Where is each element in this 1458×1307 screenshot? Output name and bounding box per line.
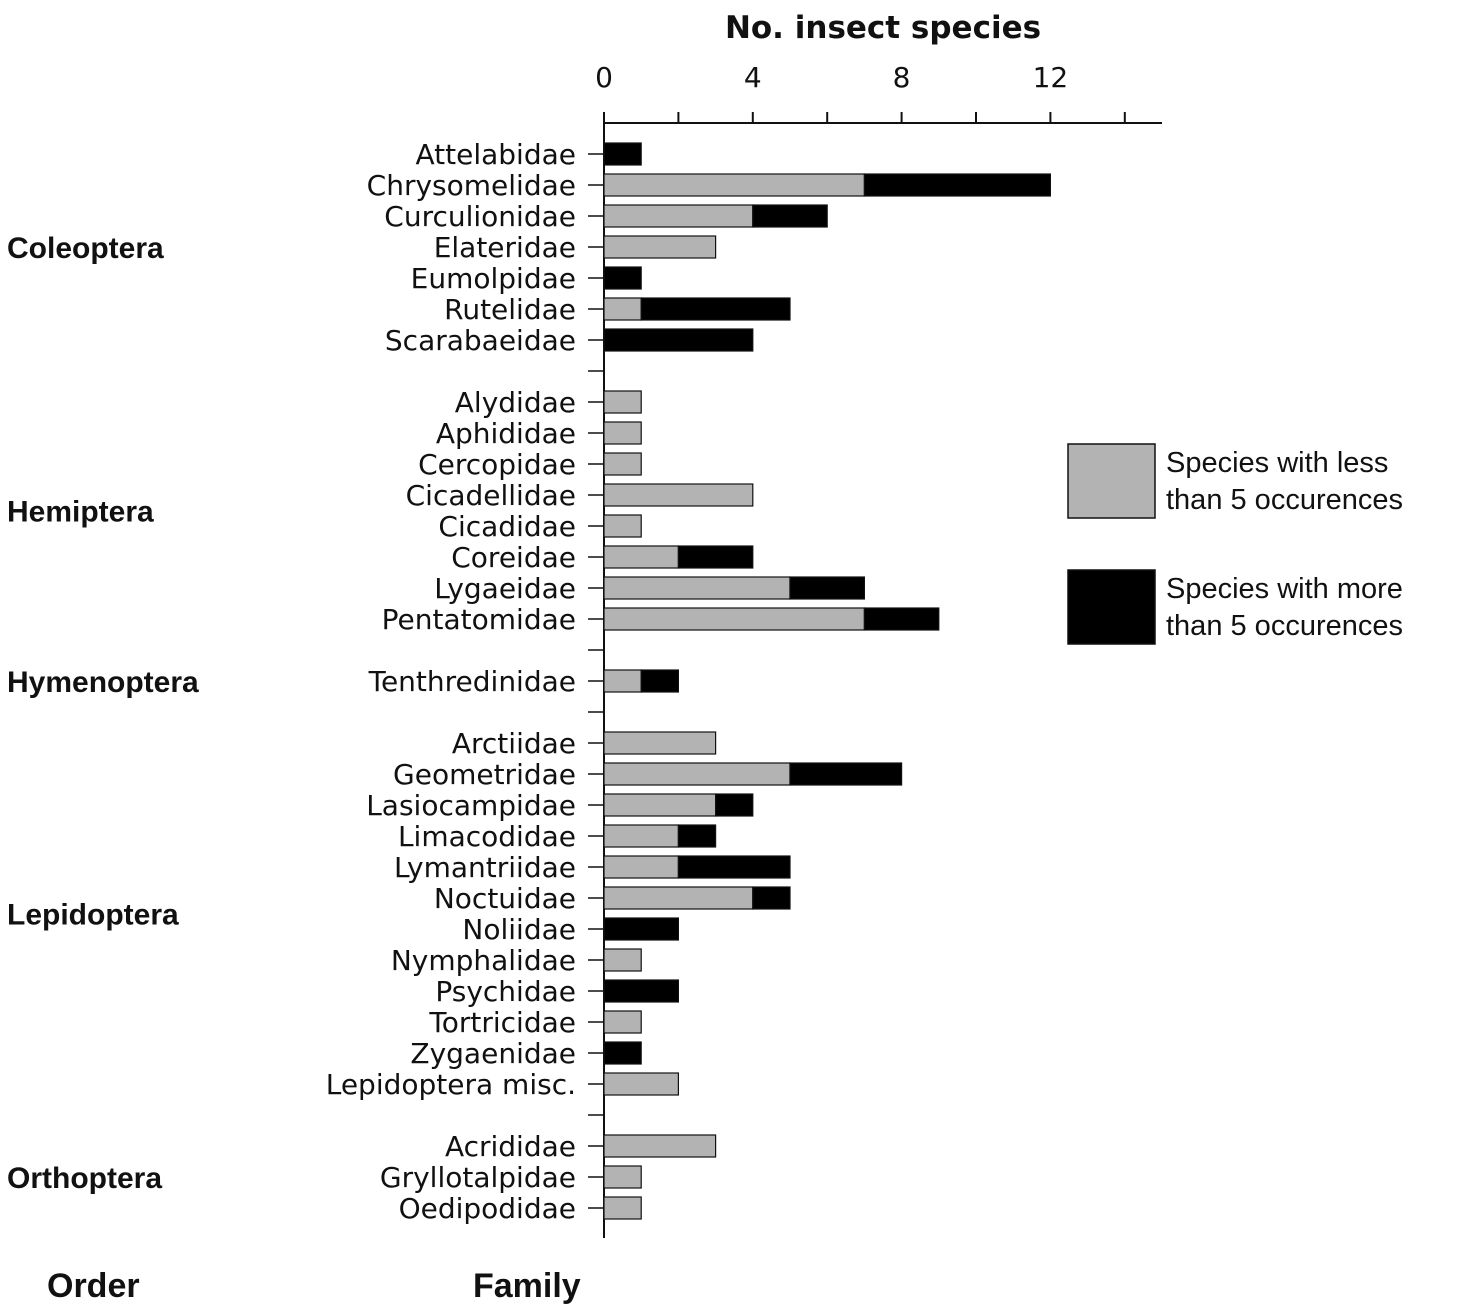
bars: [603, 142, 1052, 1220]
bar-less-occurrences: [603, 1165, 642, 1189]
family-label: Cicadidae: [438, 510, 576, 543]
bar-more-occurrences: [714, 793, 754, 817]
bar-less-occurrences: [603, 1134, 717, 1158]
bar-more-occurrences: [640, 297, 791, 321]
legend-more-label: Species with more: [1166, 573, 1403, 605]
family-label: Curculionidae: [384, 200, 576, 233]
order-column-label: Order: [47, 1267, 140, 1305]
bar-less-occurrences: [603, 483, 754, 507]
family-label: Chrysomelidae: [367, 169, 576, 202]
family-label: Nymphalidae: [391, 944, 576, 977]
family-label: Psychidae: [435, 975, 576, 1008]
bar-more-occurrences: [677, 545, 754, 569]
legend-less-swatch: [1067, 443, 1156, 519]
family-label: Noctuidae: [434, 882, 576, 915]
bar-less-occurrences: [603, 948, 642, 972]
family-label: Acrididae: [445, 1130, 576, 1163]
order-label: Lepidoptera: [7, 899, 179, 932]
x-tick-label: 8: [893, 61, 911, 94]
bar-more-occurrences: [603, 1041, 642, 1065]
bar-less-occurrences: [603, 824, 680, 848]
order-label: Coleoptera: [7, 232, 164, 265]
family-label: Coreidae: [451, 541, 576, 574]
bar-less-occurrences: [603, 204, 754, 228]
bar-more-occurrences: [752, 886, 791, 910]
x-tick-label: 12: [1033, 61, 1069, 94]
order-label: Orthoptera: [7, 1162, 162, 1195]
bar-less-occurrences: [603, 793, 717, 817]
bar-less-occurrences: [603, 855, 680, 879]
family-label: Cicadellidae: [406, 479, 576, 512]
family-label: Gryllotalpidae: [380, 1161, 576, 1194]
x-tick-label: 4: [744, 61, 762, 94]
family-label: Rutelidae: [444, 293, 576, 326]
bar-less-occurrences: [603, 514, 642, 538]
bar-less-occurrences: [603, 1010, 642, 1034]
bar-less-occurrences: [603, 545, 680, 569]
bar-more-occurrences: [603, 266, 642, 290]
family-label: Alydidae: [455, 386, 576, 419]
bar-less-occurrences: [603, 173, 865, 197]
bar-more-occurrences: [640, 669, 680, 693]
legend: Species with less than 5 occurences Specie…: [1067, 443, 1403, 645]
bar-less-occurrences: [603, 762, 791, 786]
family-label: Limacodidae: [398, 820, 576, 853]
bar-less-occurrences: [603, 731, 717, 755]
family-label: Noliidae: [462, 913, 576, 946]
axis-title: No. insect species: [725, 10, 1041, 46]
family-label: Lymantriidae: [394, 851, 576, 884]
legend-more-label: than 5 occurences: [1166, 610, 1403, 642]
order-label: Hemiptera: [7, 496, 154, 529]
family-label: Eumolpidae: [411, 262, 576, 295]
bar-more-occurrences: [789, 762, 903, 786]
family-label: Lygaeidae: [434, 572, 576, 605]
bar-less-occurrences: [603, 1072, 680, 1096]
family-label: Pentatomidae: [382, 603, 576, 636]
bar-less-occurrences: [603, 297, 642, 321]
bar-more-occurrences: [603, 979, 680, 1003]
family-label: Tenthredinidae: [368, 665, 576, 698]
bar-more-occurrences: [603, 917, 680, 941]
family-label: Cercopidae: [418, 448, 576, 481]
legend-less-label: than 5 occurences: [1166, 484, 1403, 516]
bar-more-occurrences: [677, 824, 717, 848]
bar-more-occurrences: [752, 204, 828, 228]
bar-less-occurrences: [603, 607, 865, 631]
bar-less-occurrences: [603, 452, 642, 476]
family-label: Lepidoptera misc.: [326, 1068, 576, 1101]
bar-more-occurrences: [863, 607, 940, 631]
family-label: Attelabidae: [416, 138, 577, 171]
family-label: Tortricidae: [428, 1006, 576, 1039]
legend-more-swatch: [1067, 569, 1156, 645]
bar-less-occurrences: [603, 576, 791, 600]
bar-more-occurrences: [789, 576, 866, 600]
bar-more-occurrences: [603, 328, 754, 352]
order-label: Hymenoptera: [7, 666, 199, 699]
family-label: Aphididae: [436, 417, 576, 450]
family-label: Arctiidae: [452, 727, 576, 760]
order-labels: Coleoptera Hemiptera Hymenoptera Lepidopter…: [7, 232, 199, 1195]
bar-less-occurrences: [603, 390, 642, 414]
bar-more-occurrences: [677, 855, 791, 879]
family-column-label: Family: [473, 1267, 581, 1305]
family-label: Oedipodidae: [399, 1192, 576, 1225]
family-labels: AttelabidaeChrysomelidaeCurculionidaeEla…: [326, 138, 576, 1225]
bar-more-occurrences: [603, 142, 642, 166]
bar-less-occurrences: [603, 669, 642, 693]
bar-more-occurrences: [863, 173, 1052, 197]
bar-less-occurrences: [603, 1196, 642, 1220]
family-label: Geometridae: [393, 758, 576, 791]
bar-less-occurrences: [603, 235, 717, 259]
family-label: Lasiocampidae: [366, 789, 576, 822]
family-label: Elateridae: [434, 231, 576, 264]
family-label: Scarabaeidae: [385, 324, 576, 357]
bar-less-occurrences: [603, 886, 754, 910]
bar-less-occurrences: [603, 421, 642, 445]
x-tick-label: 0: [595, 61, 613, 94]
family-label: Zygaenidae: [410, 1037, 576, 1070]
legend-less-label: Species with less: [1166, 447, 1388, 479]
